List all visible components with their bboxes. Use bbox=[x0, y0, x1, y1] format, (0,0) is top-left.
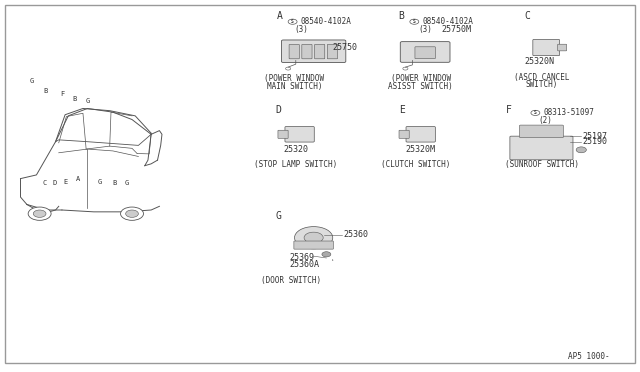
FancyBboxPatch shape bbox=[557, 44, 566, 51]
Text: 08540-4102A: 08540-4102A bbox=[422, 17, 474, 26]
Text: E: E bbox=[63, 179, 67, 185]
Text: (3): (3) bbox=[294, 25, 308, 33]
Text: G: G bbox=[276, 211, 282, 221]
Text: F: F bbox=[60, 92, 64, 97]
FancyBboxPatch shape bbox=[533, 39, 559, 56]
Text: 25360: 25360 bbox=[344, 230, 369, 239]
Text: S: S bbox=[413, 19, 416, 24]
FancyBboxPatch shape bbox=[327, 44, 337, 59]
Text: 25320: 25320 bbox=[284, 145, 308, 154]
Text: 25360A: 25360A bbox=[289, 260, 319, 269]
Text: C: C bbox=[524, 11, 530, 21]
Text: G: G bbox=[85, 98, 90, 104]
FancyBboxPatch shape bbox=[302, 44, 312, 59]
FancyBboxPatch shape bbox=[406, 126, 435, 142]
FancyBboxPatch shape bbox=[294, 241, 333, 249]
Circle shape bbox=[33, 210, 46, 217]
Text: B: B bbox=[72, 96, 77, 102]
Text: (POWER WINDOW: (POWER WINDOW bbox=[390, 74, 451, 83]
Text: (CLUTCH SWITCH): (CLUTCH SWITCH) bbox=[381, 160, 451, 169]
Text: (POWER WINDOW: (POWER WINDOW bbox=[264, 74, 324, 83]
Circle shape bbox=[304, 232, 323, 243]
Text: (SUNROOF SWITCH): (SUNROOF SWITCH) bbox=[505, 160, 579, 169]
Text: G: G bbox=[124, 180, 129, 186]
Circle shape bbox=[403, 67, 408, 70]
Text: 08540-4102A: 08540-4102A bbox=[301, 17, 352, 26]
Text: A: A bbox=[277, 11, 283, 21]
FancyBboxPatch shape bbox=[510, 136, 573, 160]
Text: (3): (3) bbox=[419, 25, 433, 33]
Text: B: B bbox=[113, 180, 117, 186]
Circle shape bbox=[125, 210, 138, 217]
Circle shape bbox=[322, 252, 331, 257]
Text: A: A bbox=[76, 176, 80, 182]
Text: ASISST SWITCH): ASISST SWITCH) bbox=[388, 82, 453, 91]
FancyBboxPatch shape bbox=[400, 42, 450, 62]
Text: G: G bbox=[98, 179, 102, 185]
Text: (2): (2) bbox=[539, 116, 552, 125]
FancyBboxPatch shape bbox=[415, 47, 435, 59]
Text: (STOP LAMP SWITCH): (STOP LAMP SWITCH) bbox=[254, 160, 337, 169]
Text: G: G bbox=[30, 78, 34, 84]
Text: (ASCD CANCEL: (ASCD CANCEL bbox=[514, 73, 570, 81]
Text: (DOOR SWITCH): (DOOR SWITCH) bbox=[261, 276, 321, 285]
Text: D: D bbox=[52, 180, 56, 186]
Text: 25190: 25190 bbox=[582, 137, 607, 146]
Text: 08313-51097: 08313-51097 bbox=[543, 108, 595, 118]
Text: 25320M: 25320M bbox=[406, 145, 436, 154]
Circle shape bbox=[28, 207, 51, 220]
Text: 25369: 25369 bbox=[289, 253, 314, 263]
Circle shape bbox=[576, 147, 586, 153]
Text: S: S bbox=[534, 110, 537, 115]
Text: SWITCH): SWITCH) bbox=[525, 80, 558, 89]
FancyBboxPatch shape bbox=[289, 44, 300, 59]
Circle shape bbox=[531, 110, 540, 115]
Text: C: C bbox=[43, 180, 47, 186]
Circle shape bbox=[288, 19, 297, 24]
FancyBboxPatch shape bbox=[282, 40, 346, 62]
Text: 25197: 25197 bbox=[582, 132, 607, 141]
Text: 25750: 25750 bbox=[333, 43, 358, 52]
Text: 25320N: 25320N bbox=[525, 57, 555, 66]
FancyBboxPatch shape bbox=[520, 125, 563, 138]
FancyBboxPatch shape bbox=[399, 130, 409, 138]
Circle shape bbox=[285, 67, 291, 70]
Circle shape bbox=[294, 227, 333, 249]
Text: S: S bbox=[291, 19, 294, 24]
Text: E: E bbox=[399, 105, 404, 115]
Text: D: D bbox=[276, 105, 282, 115]
FancyBboxPatch shape bbox=[278, 130, 288, 138]
Circle shape bbox=[410, 19, 419, 24]
Text: F: F bbox=[506, 105, 511, 115]
Text: AP5 1000-: AP5 1000- bbox=[568, 352, 610, 361]
Text: B: B bbox=[44, 88, 48, 94]
FancyBboxPatch shape bbox=[285, 126, 314, 142]
Text: 25750M: 25750M bbox=[441, 25, 471, 33]
FancyBboxPatch shape bbox=[315, 44, 324, 59]
Circle shape bbox=[120, 207, 143, 220]
Text: B: B bbox=[399, 11, 404, 21]
Text: MAIN SWITCH): MAIN SWITCH) bbox=[267, 82, 323, 91]
